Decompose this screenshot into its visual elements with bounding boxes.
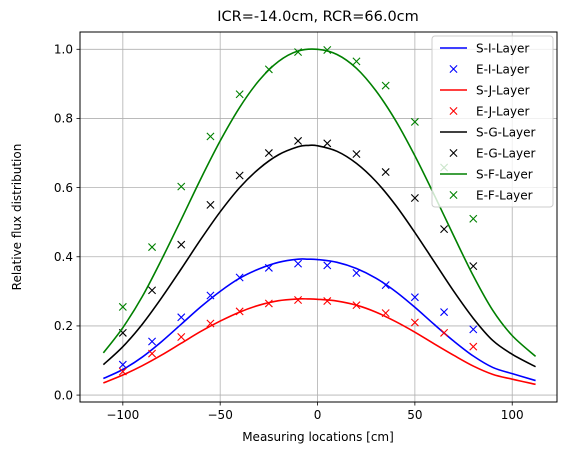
series-line-s-i-layer	[103, 258, 536, 382]
legend-box	[431, 35, 554, 208]
data-point	[440, 225, 449, 234]
data-point	[410, 117, 419, 126]
data-point	[235, 307, 244, 316]
data-point	[206, 200, 215, 209]
series-line-s-g-layer	[102, 144, 536, 368]
data-point	[410, 193, 419, 202]
data-point	[469, 342, 478, 351]
series-line-s-f-layer	[102, 48, 537, 357]
legend-label-s-j-layer: S-J-Layer	[476, 84, 530, 98]
legend-label-e-g-layer: E-G-Layer	[476, 147, 536, 161]
data-point	[148, 349, 157, 358]
data-point	[294, 136, 303, 145]
data-point	[294, 259, 303, 268]
data-point	[177, 240, 186, 249]
legend-marker-e-i-layer	[449, 65, 458, 73]
y-tick-label: 0.2	[54, 319, 73, 333]
data-point	[410, 318, 419, 327]
data-point	[264, 149, 273, 158]
data-point	[118, 367, 127, 376]
y-tick-label: 1.0	[54, 43, 73, 57]
x-axis-label: Measuring locations [cm]	[242, 430, 394, 444]
x-tick-label: 100	[501, 408, 524, 422]
data-point	[352, 57, 361, 66]
legend: S-I-Layer E-I-Layer S-J-Layer E-J-Layer S-G-…	[431, 35, 554, 208]
data-point	[177, 333, 186, 341]
data-point	[148, 243, 157, 252]
legend-label-e-f-layer: E-F-Layer	[476, 189, 533, 203]
data-point	[323, 261, 332, 270]
data-point	[352, 150, 361, 159]
data-point	[148, 337, 157, 346]
legend-marker-e-j-layer	[449, 107, 458, 115]
data-point	[323, 297, 332, 306]
data-point	[235, 90, 244, 99]
data-point	[352, 301, 361, 310]
y-axis-ticks: 0.0 0.2 0.4 0.6 0.8 1.0	[54, 43, 80, 402]
data-point	[469, 214, 478, 223]
x-axis-ticks: −100 −50 0 50 100	[106, 402, 524, 422]
data-point	[440, 308, 449, 317]
data-point	[381, 168, 390, 177]
data-point	[118, 302, 127, 311]
data-point	[469, 262, 478, 271]
data-point	[440, 328, 449, 337]
data-point	[206, 291, 215, 300]
data-point	[264, 263, 273, 272]
data-point	[235, 171, 244, 180]
data-point	[381, 309, 390, 318]
legend-marker-e-f-layer	[449, 191, 458, 199]
y-axis-label: Relative flux distribution	[10, 144, 24, 291]
data-point	[177, 182, 186, 191]
data-point	[264, 65, 273, 74]
data-point	[469, 325, 478, 334]
data-point	[294, 48, 303, 57]
data-point	[177, 313, 186, 322]
data-point	[381, 281, 390, 290]
series-markers-e-i-layer	[118, 259, 478, 369]
data-point	[264, 299, 273, 308]
legend-marker-e-g-layer	[449, 149, 458, 157]
series-markers-e-g-layer	[118, 136, 478, 337]
data-point	[294, 296, 303, 304]
data-point	[235, 273, 244, 282]
legend-label-s-f-layer: S-F-Layer	[476, 168, 533, 182]
x-tick-label: −100	[106, 408, 139, 422]
legend-label-s-i-layer: S-I-Layer	[476, 42, 529, 56]
series-markers-e-j-layer	[118, 296, 478, 376]
data-point	[118, 360, 127, 369]
data-point	[410, 293, 419, 302]
data-point	[323, 139, 332, 148]
data-point	[323, 45, 332, 54]
data-point	[148, 286, 157, 295]
x-tick-label: 50	[407, 408, 422, 422]
data-point	[381, 81, 390, 90]
y-tick-label: 0.4	[54, 250, 73, 264]
x-tick-label: 0	[314, 408, 322, 422]
y-tick-label: 0.0	[54, 388, 73, 402]
legend-label-s-g-layer: S-G-Layer	[476, 126, 536, 140]
plot-frame	[79, 31, 558, 403]
x-tick-label: −50	[208, 408, 233, 422]
y-tick-label: 0.8	[54, 112, 73, 126]
data-point	[206, 319, 215, 328]
legend-label-e-i-layer: E-I-Layer	[476, 63, 529, 77]
series-layer	[102, 45, 537, 386]
chart-title: ICR=-14.0cm, RCR=66.0cm	[217, 9, 419, 25]
y-tick-label: 0.6	[54, 181, 73, 195]
data-point	[352, 269, 361, 278]
series-line-s-j-layer	[103, 298, 536, 386]
legend-label-e-j-layer: E-J-Layer	[476, 105, 530, 119]
data-point	[206, 132, 215, 141]
